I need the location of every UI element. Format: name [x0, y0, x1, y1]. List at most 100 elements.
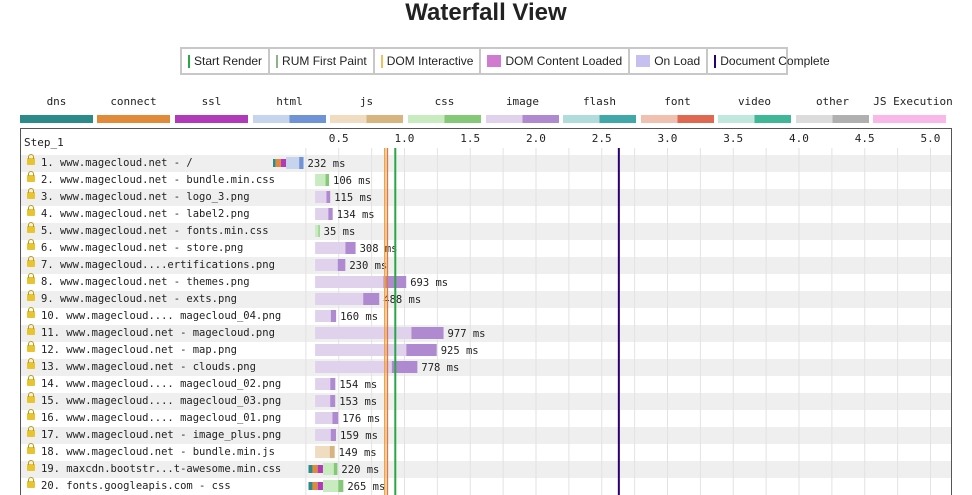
resource-type-legend: dns connect ssl html js css image flash font vide… [0, 95, 972, 125]
legend-label: ssl [201, 95, 222, 108]
legend-swatch [796, 115, 869, 123]
table-row[interactable]: 17. www.magecloud.net - image_plus.png [21, 426, 951, 444]
key-label: DOM Content Loaded [505, 54, 623, 68]
lock-icon [27, 205, 35, 216]
legend-swatch [253, 115, 326, 123]
table-row[interactable]: 20. fonts.googleapis.com - css [21, 477, 951, 495]
connection-segment [317, 465, 323, 473]
x-tick-label: 3.0 [657, 132, 678, 145]
duration-label: 176 ms [342, 413, 380, 425]
duration-label: 149 ms [339, 447, 377, 459]
duration-label: 159 ms [340, 430, 378, 442]
duration-label: 232 ms [308, 158, 346, 170]
table-row[interactable]: 6. www.magecloud.net - store.png [21, 239, 951, 257]
lock-icon [27, 154, 35, 165]
request-label: 5. www.magecloud.net - fonts.min.css [41, 225, 269, 237]
request-bar-download [330, 378, 336, 390]
key-item: DOM Interactive [375, 49, 482, 73]
request-bar-wait [315, 412, 333, 424]
legend-label: image [505, 95, 540, 108]
request-bar-wait [315, 429, 331, 441]
table-row[interactable]: 12. www.magecloud.net - map.png [21, 341, 951, 359]
waterfall-frame [20, 128, 952, 495]
request-label: 8. www.magecloud.net - themes.png [41, 276, 250, 288]
legend-label: connect [110, 95, 157, 108]
lock-icon [27, 222, 35, 233]
request-bar-download [318, 225, 320, 237]
duration-label: 220 ms [341, 464, 379, 476]
duration-label: 154 ms [339, 379, 377, 391]
request-bar-wait [315, 174, 326, 186]
legend-label: js [359, 95, 374, 108]
key-swatch-icon [188, 54, 190, 68]
request-bar-download [325, 174, 330, 186]
request-bar-download [406, 344, 437, 356]
request-bar-download [363, 293, 380, 305]
request-bar-download [345, 242, 356, 254]
request-bar-wait [315, 327, 412, 339]
duration-label: 778 ms [421, 362, 459, 374]
legend-swatch [873, 115, 946, 123]
table-row[interactable]: 18. www.magecloud.net - bundle.min.js [21, 443, 951, 461]
table-row[interactable]: 9. www.magecloud.net - exts.png [21, 290, 951, 308]
request-bar-download [337, 259, 346, 271]
request-bar-wait [315, 293, 364, 305]
table-row[interactable]: 8. www.magecloud.net - themes.png [21, 273, 951, 291]
table-row[interactable]: 16. www.magecloud.... magecloud_01.png [21, 409, 951, 427]
key-item: Start Render [182, 49, 271, 73]
table-row[interactable]: 19. maxcdn.bootstr...t-awesome.min.css [21, 460, 951, 478]
request-label: 7. www.magecloud....ertifications.png [41, 259, 275, 271]
request-label: 20. fonts.googleapis.com - css [41, 480, 231, 492]
legend-label: JS Execution [873, 95, 953, 108]
legend-label: other [815, 95, 850, 108]
x-tick-label: 4.5 [854, 132, 875, 145]
key-item: Document Complete [708, 49, 835, 73]
lock-icon [27, 341, 35, 352]
table-row[interactable]: 5. www.magecloud.net - fonts.min.css [21, 222, 951, 240]
request-label: 6. www.magecloud.net - store.png [41, 242, 244, 254]
legend-swatch [486, 115, 559, 123]
table-row[interactable]: 3. www.magecloud.net - logo_3.png [21, 188, 951, 206]
step-label: Step_1 [24, 136, 64, 149]
legend-label: css [434, 95, 455, 108]
table-row[interactable]: 2. www.magecloud.net - bundle.min.css [21, 171, 951, 189]
request-bar-download [333, 463, 338, 475]
request-bar-download [299, 157, 304, 169]
table-row[interactable]: 4. www.magecloud.net - label2.png [21, 205, 951, 223]
legend-swatch [330, 115, 403, 123]
duration-label: 106 ms [333, 175, 371, 187]
duration-label: 308 ms [360, 243, 398, 255]
key-item: On Load [630, 49, 709, 73]
table-row[interactable]: 11. www.magecloud.net - magecloud.png [21, 324, 951, 342]
request-label: 17. www.magecloud.net - image_plus.png [41, 429, 282, 441]
table-row[interactable]: 1. www.magecloud.net - / [21, 154, 951, 172]
request-bar-wait [315, 208, 329, 220]
connection-segment [280, 159, 287, 167]
duration-label: 693 ms [410, 277, 448, 289]
request-bar-wait [315, 395, 331, 407]
lock-icon [27, 239, 35, 250]
request-label: 15. www.magecloud.... magecloud_03.png [41, 395, 282, 407]
key-label: On Load [654, 54, 701, 68]
duration-label: 35 ms [324, 226, 356, 238]
table-row[interactable]: 14. www.magecloud.... magecloud_02.png [21, 375, 951, 393]
table-row[interactable]: 13. www.magecloud.net - clouds.png [21, 358, 951, 376]
table-row[interactable]: 7. www.magecloud....ertifications.png [21, 256, 951, 274]
legend-swatch [175, 115, 248, 123]
x-tick-label: 3.5 [723, 132, 744, 145]
request-bar-download [332, 412, 339, 424]
lock-icon [27, 392, 35, 403]
request-bar-wait [322, 463, 334, 475]
request-bar-wait [315, 378, 331, 390]
table-row[interactable]: 10. www.magecloud.... magecloud_04.png [21, 307, 951, 325]
x-tick-label: 5.0 [920, 132, 941, 145]
duration-label: 230 ms [349, 260, 387, 272]
request-bar-download [326, 191, 331, 203]
lock-icon [27, 358, 35, 369]
lock-icon [27, 188, 35, 199]
x-tick-label: 2.5 [591, 132, 612, 145]
legend-swatch [718, 115, 791, 123]
request-bar-wait [315, 446, 330, 458]
duration-label: 488 ms [383, 294, 421, 306]
table-row[interactable]: 15. www.magecloud.... magecloud_03.png [21, 392, 951, 410]
